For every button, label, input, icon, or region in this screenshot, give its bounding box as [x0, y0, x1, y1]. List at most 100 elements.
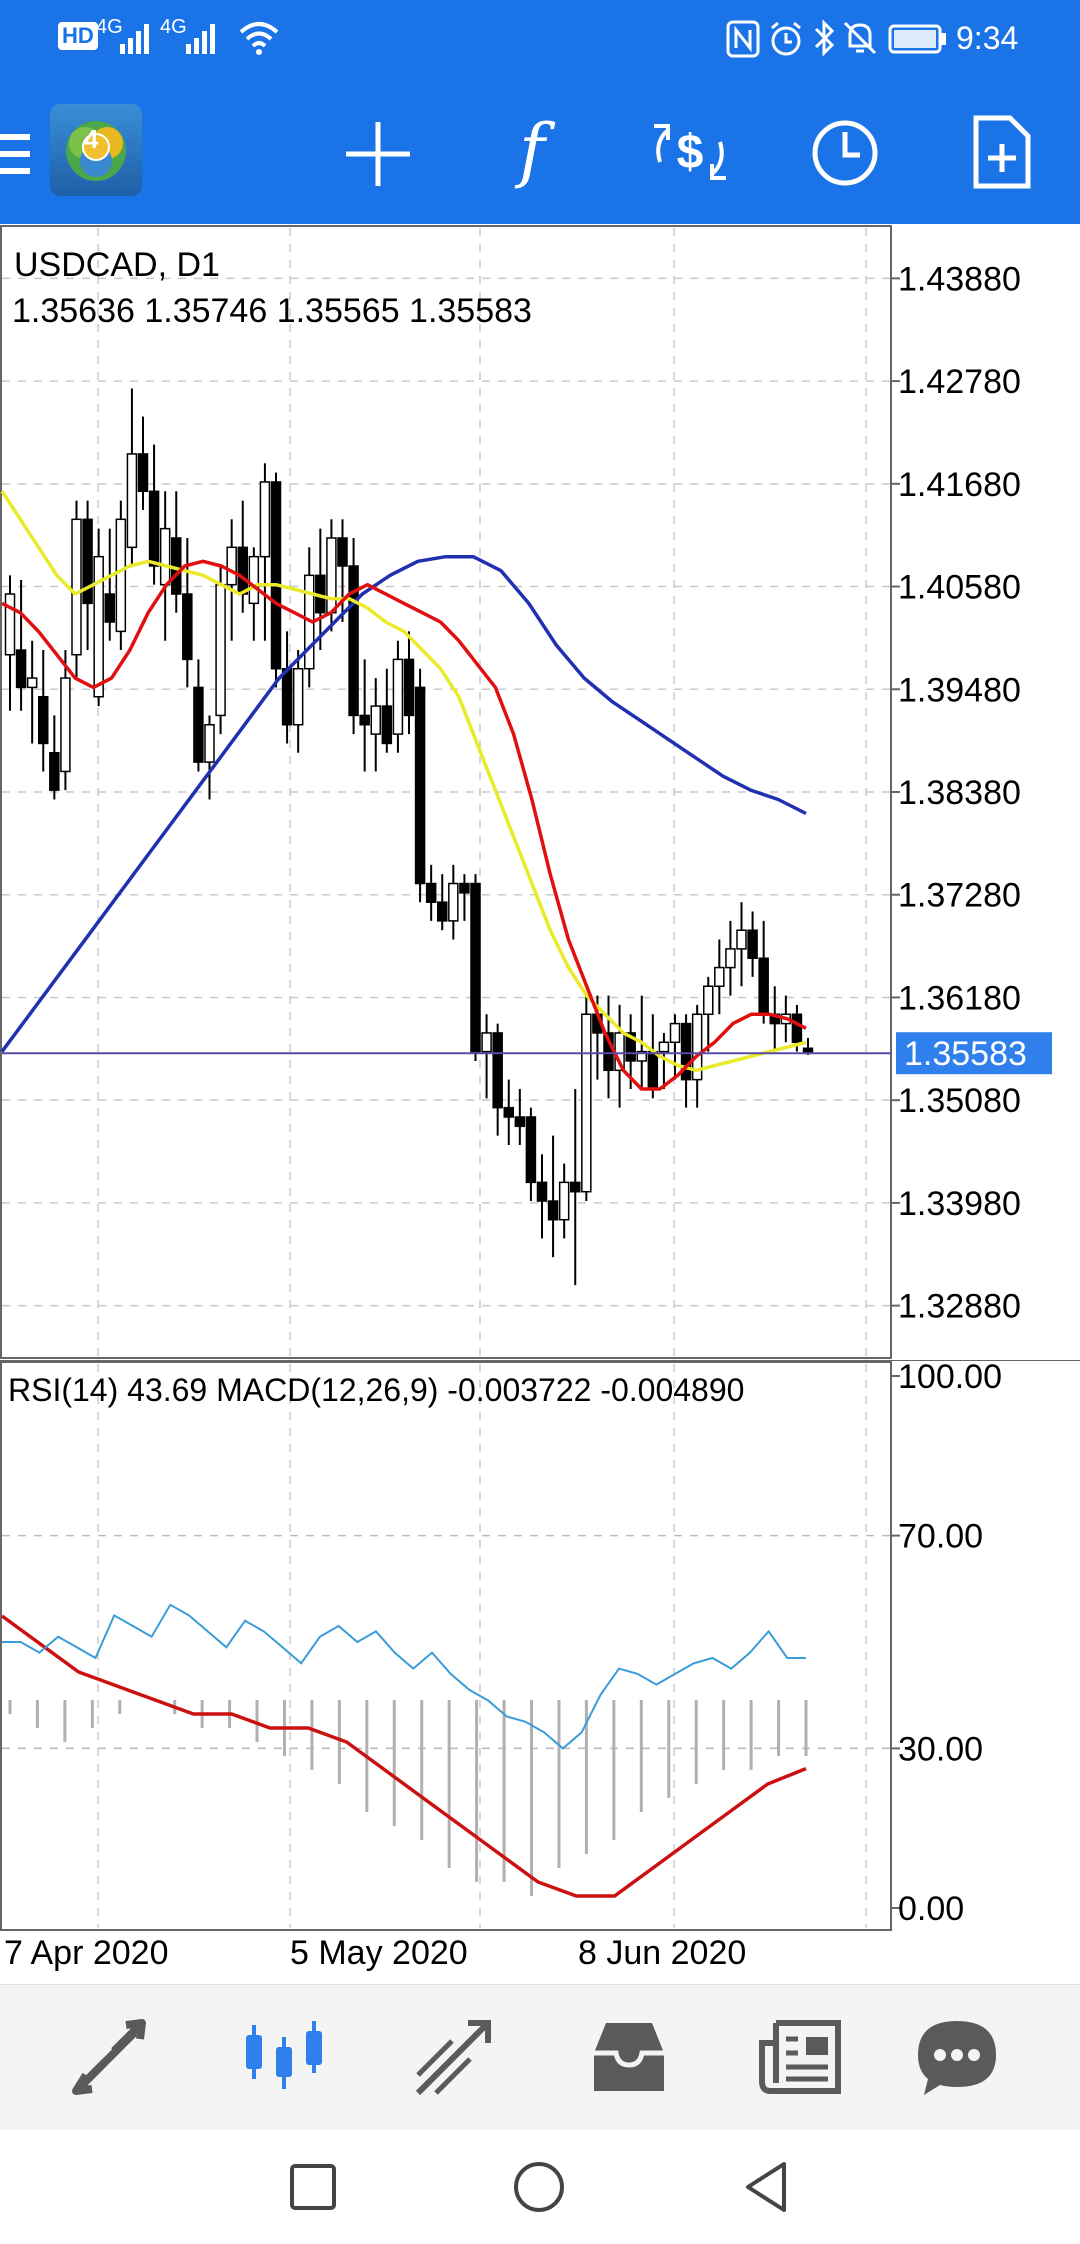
timeframe-icon[interactable]: [810, 118, 880, 188]
news-tab-icon[interactable]: [756, 2013, 846, 2103]
indicator-frame: [0, 1361, 892, 1931]
candle-body: [104, 593, 115, 623]
candle-body: [680, 1022, 692, 1081]
trade-tab-icon[interactable]: [408, 2013, 498, 2103]
metatrader-logo[interactable]: 4: [50, 104, 142, 196]
candle-body: [337, 537, 348, 567]
signal-bars-icon: [120, 24, 149, 54]
price-chart[interactable]: 1.43880 1.42780 1.41680 1.40580 1.39480 1.383…: [0, 224, 1080, 1360]
date-label-1: 7 Apr 2020: [4, 1934, 169, 1972]
candle-body: [581, 1013, 592, 1193]
level-label: 0.00: [898, 1890, 964, 1928]
candle-body: [470, 882, 481, 1053]
price-label: 1.39480: [898, 671, 1021, 709]
candle-body: [93, 555, 104, 698]
indicators-icon[interactable]: f: [519, 109, 545, 191]
top-app-bar: HD 4G 4G: [0, 0, 1080, 224]
level-label: 70.00: [898, 1518, 983, 1556]
history-tab-icon[interactable]: [584, 2013, 674, 2103]
candle-body: [448, 882, 459, 922]
candle-body: [326, 537, 337, 614]
date-label-3: 8 Jun 2020: [578, 1934, 747, 1972]
candle-body: [259, 481, 271, 558]
candle-body: [359, 714, 370, 726]
candle-body: [381, 705, 393, 745]
candle-body: [525, 1116, 537, 1184]
candle-body: [492, 1032, 503, 1109]
nfc-icon: [726, 20, 760, 58]
candle-body: [26, 677, 38, 689]
candle-body: [137, 453, 149, 493]
candle-body: [403, 658, 415, 717]
candle-body: [392, 658, 404, 735]
menu-icon[interactable]: [0, 128, 34, 180]
candle-body: [658, 1041, 670, 1053]
hd-icon: HD: [58, 22, 98, 50]
candle-body: [714, 966, 725, 987]
price-label: 1.43880: [898, 260, 1021, 298]
candle-body: [647, 1050, 659, 1090]
bottom-navigation: [0, 1984, 1080, 2130]
candle-body: [747, 929, 758, 959]
level-label: 30.00: [898, 1730, 983, 1768]
system-navigation: [0, 2130, 1080, 2244]
candle-body: [437, 901, 448, 922]
price-label: 1.37280: [898, 877, 1021, 915]
candle-body: [4, 593, 16, 656]
candle-body: [514, 1116, 526, 1128]
clock-time: 9:34: [956, 20, 1019, 56]
bluetooth-icon: [814, 19, 835, 57]
candle-body: [503, 1106, 514, 1118]
signal-bars-icon-2: [186, 24, 215, 54]
price-label: 1.32880: [898, 1288, 1021, 1326]
candle-body: [370, 705, 381, 735]
wifi-icon: [239, 22, 279, 55]
price-label: 1.35080: [898, 1082, 1021, 1120]
candle-body: [536, 1181, 548, 1202]
candle-body: [281, 667, 293, 726]
price-label: 1.36180: [898, 979, 1021, 1017]
candle-body: [791, 1013, 803, 1044]
candle-body: [558, 1181, 570, 1221]
candle-body: [204, 724, 215, 763]
candle-body: [126, 453, 138, 549]
candle-body: [38, 695, 49, 745]
recents-icon[interactable]: [278, 2152, 348, 2222]
moving-average-blue: [0, 554, 807, 1053]
logo-number: 4: [84, 124, 99, 154]
signal-4g-icon-2: 4G: [160, 16, 187, 38]
candle-body: [292, 667, 304, 726]
mute-icon: [843, 21, 877, 55]
symbols-icon[interactable]: $: [648, 112, 732, 192]
indicator-chart[interactable]: 100.00 70.00 30.00 0.00: [0, 1360, 1080, 1960]
candle-body: [736, 929, 747, 950]
quotes-icon[interactable]: [64, 2013, 154, 2103]
new-order-icon[interactable]: [972, 114, 1032, 190]
chart-tab-icon[interactable]: [238, 2013, 328, 2103]
candle-body: [248, 555, 260, 605]
candle-body: [159, 527, 171, 586]
status-bar: HD 4G 4G: [0, 0, 1080, 80]
candle-body: [15, 649, 27, 689]
candle-body: [49, 752, 60, 791]
chat-tab-icon[interactable]: [912, 2013, 1002, 2103]
back-icon[interactable]: [732, 2152, 802, 2222]
candle-body: [625, 1032, 636, 1062]
candle-body: [669, 1022, 681, 1044]
crosshair-icon[interactable]: [344, 120, 412, 188]
ohlc-label: 1.35636 1.35746 1.35565 1.35583: [12, 292, 532, 330]
candle-body: [182, 593, 193, 661]
candle-body: [237, 546, 248, 595]
date-label-2: 5 May 2020: [290, 1934, 468, 1972]
moving-average-yellow: [0, 490, 807, 1073]
indicator-label: RSI(14) 43.69 MACD(12,26,9) -0.003722 -0…: [8, 1372, 745, 1408]
candle-body: [60, 677, 71, 773]
candle-body: [636, 1050, 647, 1062]
candle-body: [703, 985, 714, 1016]
chart-frame: [0, 225, 892, 1359]
candle-body: [725, 948, 736, 969]
alarm-icon: [771, 21, 801, 56]
price-label: 1.42780: [898, 363, 1021, 401]
price-label: 1.38380: [898, 774, 1021, 812]
home-icon[interactable]: [504, 2152, 574, 2222]
